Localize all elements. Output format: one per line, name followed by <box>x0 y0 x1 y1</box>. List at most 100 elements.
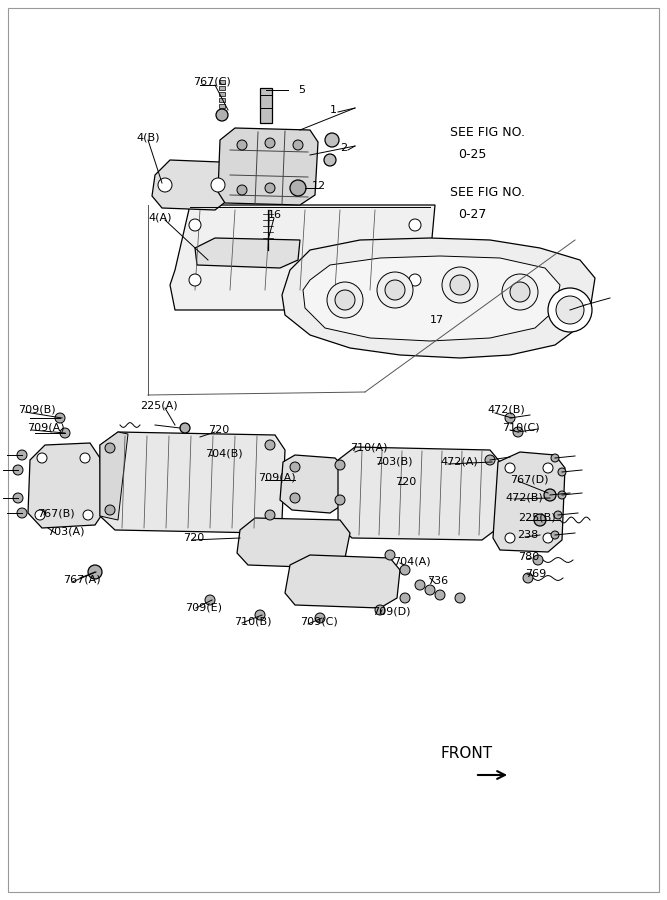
Text: SEE FIG NO.: SEE FIG NO. <box>450 125 525 139</box>
Text: 736: 736 <box>427 576 448 586</box>
Circle shape <box>510 282 530 302</box>
Circle shape <box>211 178 225 192</box>
Circle shape <box>237 140 247 150</box>
Circle shape <box>385 280 405 300</box>
Circle shape <box>400 565 410 575</box>
Text: 1: 1 <box>330 105 337 115</box>
Circle shape <box>105 443 115 453</box>
Circle shape <box>13 493 23 503</box>
Text: 5: 5 <box>298 85 305 95</box>
Circle shape <box>158 178 172 192</box>
Circle shape <box>558 468 566 476</box>
Polygon shape <box>338 447 500 540</box>
Text: 709(E): 709(E) <box>185 602 222 612</box>
Polygon shape <box>285 555 400 608</box>
Circle shape <box>293 140 303 150</box>
Circle shape <box>105 505 115 515</box>
Circle shape <box>534 514 546 526</box>
Circle shape <box>290 180 306 196</box>
Polygon shape <box>152 160 230 210</box>
Circle shape <box>216 109 228 121</box>
Circle shape <box>455 593 465 603</box>
Circle shape <box>189 274 201 286</box>
Polygon shape <box>493 452 565 552</box>
Bar <box>219 86 225 90</box>
Polygon shape <box>100 432 128 520</box>
Text: 16: 16 <box>268 210 282 220</box>
Circle shape <box>554 511 562 519</box>
Text: 703(A): 703(A) <box>47 527 85 537</box>
Circle shape <box>255 610 265 620</box>
Polygon shape <box>218 128 318 205</box>
Text: 238: 238 <box>517 530 538 540</box>
Text: 2: 2 <box>340 143 347 153</box>
Circle shape <box>409 274 421 286</box>
Circle shape <box>88 565 102 579</box>
Text: 710(C): 710(C) <box>502 422 540 432</box>
Text: 709(C): 709(C) <box>300 617 338 627</box>
Text: 767(B): 767(B) <box>37 508 75 518</box>
Circle shape <box>37 453 47 463</box>
Text: 472(B): 472(B) <box>505 492 543 502</box>
Circle shape <box>502 274 538 310</box>
Circle shape <box>335 290 355 310</box>
Circle shape <box>265 440 275 450</box>
Circle shape <box>17 450 27 460</box>
Text: 769: 769 <box>525 569 546 579</box>
Polygon shape <box>280 455 345 513</box>
Text: 4(A): 4(A) <box>148 213 171 223</box>
Circle shape <box>265 138 275 148</box>
Circle shape <box>35 510 45 520</box>
Circle shape <box>485 455 495 465</box>
Circle shape <box>375 605 385 615</box>
Circle shape <box>556 296 584 324</box>
Polygon shape <box>100 432 285 533</box>
Text: 710(A): 710(A) <box>350 443 388 453</box>
Circle shape <box>505 533 515 543</box>
Bar <box>219 98 225 102</box>
Bar <box>219 92 225 96</box>
Circle shape <box>83 510 93 520</box>
Text: 767(C): 767(C) <box>193 77 231 87</box>
Text: FRONT: FRONT <box>440 745 492 760</box>
Circle shape <box>293 185 303 195</box>
Circle shape <box>315 613 325 623</box>
Text: 709(B): 709(B) <box>18 405 55 415</box>
Circle shape <box>335 460 345 470</box>
Circle shape <box>533 555 543 565</box>
Text: 17: 17 <box>430 315 444 325</box>
Circle shape <box>290 462 300 472</box>
Circle shape <box>543 463 553 473</box>
Circle shape <box>290 493 300 503</box>
Circle shape <box>551 454 559 462</box>
Text: 704(A): 704(A) <box>393 557 431 567</box>
Text: 780: 780 <box>518 552 539 562</box>
Text: 767(D): 767(D) <box>510 474 548 484</box>
Circle shape <box>335 495 345 505</box>
Circle shape <box>180 423 190 433</box>
Text: 720: 720 <box>208 425 229 435</box>
Circle shape <box>400 593 410 603</box>
Circle shape <box>377 272 413 308</box>
Circle shape <box>505 413 515 423</box>
Bar <box>219 80 225 84</box>
Circle shape <box>80 453 90 463</box>
Circle shape <box>435 590 445 600</box>
Circle shape <box>325 133 339 147</box>
Text: 225(B): 225(B) <box>518 513 556 523</box>
Circle shape <box>523 573 533 583</box>
Circle shape <box>324 154 336 166</box>
Text: 709(A): 709(A) <box>258 473 295 483</box>
Circle shape <box>415 580 425 590</box>
Polygon shape <box>303 256 560 341</box>
Text: 703(B): 703(B) <box>375 457 412 467</box>
Text: 709(A): 709(A) <box>27 423 65 433</box>
Text: 472(B): 472(B) <box>487 405 525 415</box>
Circle shape <box>513 427 523 437</box>
Circle shape <box>60 428 70 438</box>
Polygon shape <box>28 443 105 528</box>
Text: 472(A): 472(A) <box>440 457 478 467</box>
Circle shape <box>265 510 275 520</box>
Bar <box>219 104 225 108</box>
Text: 4(B): 4(B) <box>136 132 159 142</box>
